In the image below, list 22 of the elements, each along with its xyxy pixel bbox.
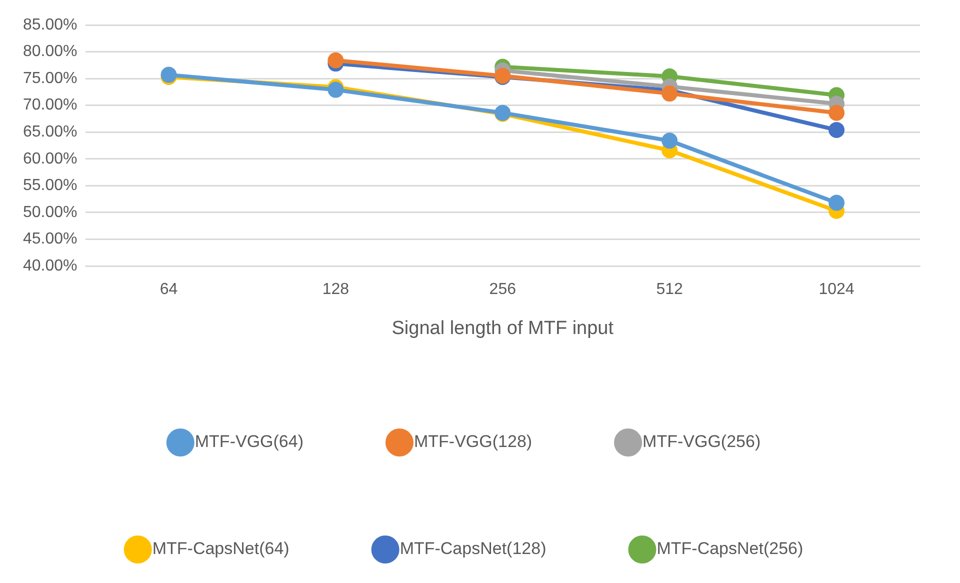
legend-label: MTF-CapsNet(128) [400,539,546,558]
y-tick-label: 85.00% [23,16,78,34]
y-tick-label: 60.00% [23,150,78,168]
legend-label: MTF-VGG(128) [414,432,532,452]
y-tick-label: 45.00% [23,230,78,248]
y-tick-label: 65.00% [23,124,78,141]
y-tick-label: 70.00% [23,96,78,114]
legend-label: MTF-VGG(64) [194,432,304,452]
legend-label: MTF-VGG(256) [642,432,761,452]
legend-label: MTF-CapsNet(256) [656,539,804,558]
x-tick-label: 256 [489,281,516,298]
x-tick-label: 128 [322,281,350,298]
y-tick-label: 55.00% [23,177,78,194]
x-tick-label: 64 [160,281,178,298]
y-tick-label: 40.00% [23,257,78,274]
x-axis-title: Signal length of MTF input [392,318,614,339]
y-tick-label: 75.00% [23,70,78,87]
x-tick-label: 1024 [818,281,854,298]
y-tick-label: 80.00% [23,43,78,60]
x-tick-label: 512 [656,281,684,298]
y-tick-label: 50.00% [23,204,78,221]
legend-label: MTF-CapsNet(64) [152,539,290,558]
